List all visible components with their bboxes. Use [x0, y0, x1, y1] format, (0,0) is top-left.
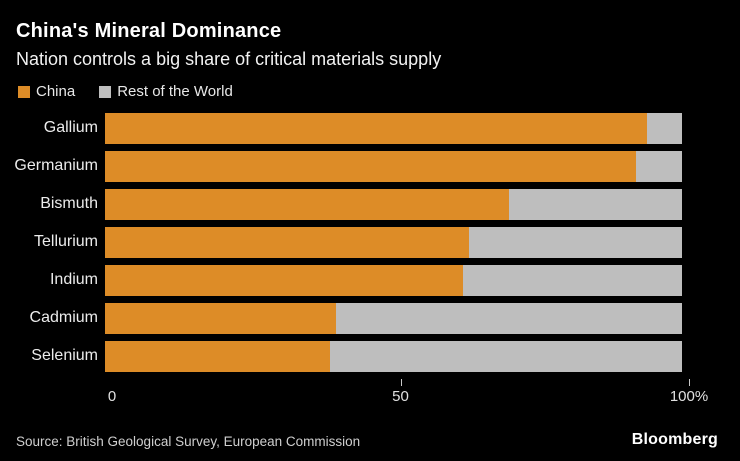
bar-segment-rest-of-world — [635, 150, 682, 182]
chart-subtitle: Nation controls a big share of critical … — [16, 49, 442, 69]
axis-tick-mark — [689, 378, 690, 386]
category-label: Bismuth — [40, 195, 98, 213]
bar-segment-china — [105, 150, 636, 182]
chart-row: Germanium — [0, 150, 740, 182]
bar-segment-rest-of-world — [647, 112, 682, 144]
stacked-bar — [105, 150, 682, 182]
legend-item-china: China — [18, 83, 75, 100]
bar-segment-china — [105, 264, 463, 296]
axis-tick-label: 0 — [107, 387, 117, 405]
legend-swatch-china — [18, 85, 30, 98]
source-note: Source: British Geological Survey, Europ… — [16, 434, 361, 449]
chart-footer: Source: British Geological Survey, Europ… — [16, 431, 718, 449]
category-label: Gallium — [43, 119, 98, 137]
bar-segment-rest-of-world — [462, 264, 682, 296]
category-label: Selenium — [31, 347, 98, 365]
bar-segment-rest-of-world — [335, 302, 682, 334]
category-label: Germanium — [14, 157, 98, 175]
stacked-bar — [105, 112, 682, 144]
category-label: Tellurium — [33, 233, 98, 251]
legend-label-china: China — [36, 83, 76, 101]
category-label: Indium — [49, 271, 98, 289]
axis-tick-mark — [400, 378, 402, 386]
stacked-bar — [105, 264, 682, 296]
legend-swatch-rest-of-world — [99, 85, 112, 98]
bar-segment-china — [105, 188, 509, 220]
bar-chart: Gallium Germanium Bismuth Tellurium — [0, 112, 740, 409]
bloomberg-logo: Bloomberg — [631, 431, 718, 448]
bar-segment-china — [105, 112, 648, 144]
stacked-bar — [105, 188, 682, 220]
bar-segment-rest-of-world — [468, 226, 682, 258]
axis-tick-label: 100% — [669, 387, 709, 405]
chart-row: Indium — [0, 264, 740, 296]
legend-item-rest-of-world: Rest of the World — [99, 83, 233, 100]
axis-tick-label: 50 — [392, 387, 409, 405]
bar-segment-rest-of-world — [508, 188, 682, 220]
chart-legend: China Rest of the World — [18, 83, 726, 100]
stacked-bar — [105, 302, 682, 334]
chart-row: Selenium — [0, 340, 740, 372]
x-axis: 0 50 100% — [108, 378, 708, 409]
chart-rows: Gallium Germanium Bismuth Tellurium — [0, 112, 740, 372]
chart-row: Cadmium — [0, 302, 740, 334]
bar-segment-china — [105, 302, 336, 334]
stacked-bar — [105, 226, 682, 258]
stacked-bar — [105, 340, 682, 372]
bar-segment-rest-of-world — [330, 340, 682, 372]
chart-row: Gallium — [0, 112, 740, 144]
bar-segment-china — [105, 226, 469, 258]
legend-label-rest-of-world: Rest of the World — [117, 83, 233, 101]
chart-row: Tellurium — [0, 226, 740, 258]
category-label: Cadmium — [29, 309, 98, 327]
bar-segment-china — [105, 340, 331, 372]
chart-title: China's Mineral Dominance — [16, 20, 282, 42]
chart-row: Bismuth — [0, 188, 740, 220]
chart-header: China's Mineral Dominance Nation control… — [0, 0, 740, 70]
